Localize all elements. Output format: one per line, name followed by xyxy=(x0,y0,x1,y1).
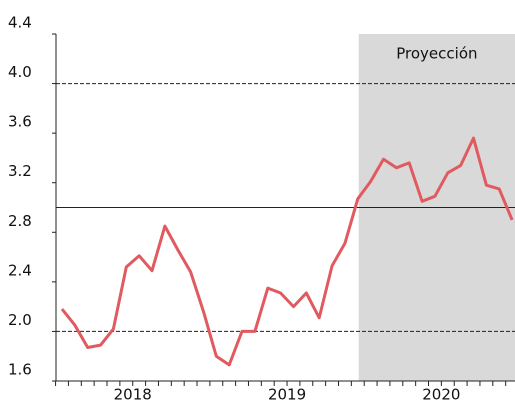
y-tick-label: 3.2 xyxy=(8,162,32,180)
y-tick-label: 2.0 xyxy=(8,311,32,329)
y-tick-label: 3.6 xyxy=(8,113,32,131)
x-year-label: 2018 xyxy=(114,386,152,403)
data-line xyxy=(60,136,514,367)
y-tick-label: 2.4 xyxy=(8,261,32,279)
y-tick-label: 1.6 xyxy=(8,361,32,379)
x-year-label: 2019 xyxy=(268,386,306,403)
projection-label: Proyección xyxy=(396,45,477,63)
y-tick-label: 2.8 xyxy=(8,212,32,230)
y-tick-label: 4.4 xyxy=(8,14,32,32)
x-year-label: 2020 xyxy=(422,386,460,403)
y-tick-label: 4.0 xyxy=(8,63,32,81)
